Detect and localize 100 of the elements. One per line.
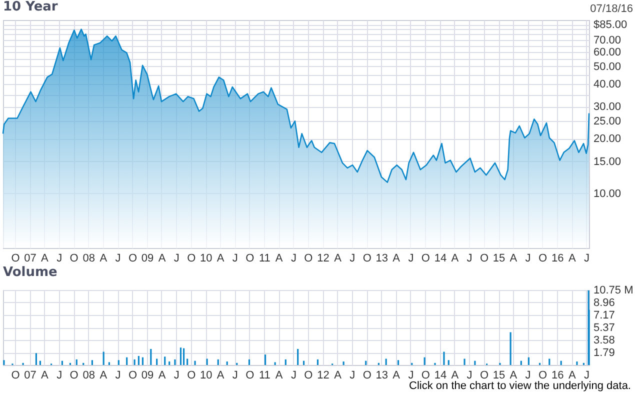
- x-tick-label: O: [538, 252, 548, 264]
- x-tick-label: 09: [141, 252, 154, 264]
- x-tick-label: J: [56, 370, 62, 382]
- x-tick-label: J: [232, 252, 238, 264]
- x-tick-label: J: [350, 370, 356, 382]
- x-tick-label: O: [421, 252, 430, 264]
- y-tick-label: 25.00: [594, 116, 622, 128]
- x-tick-label: 11: [258, 252, 270, 264]
- x-tick-label: A: [392, 370, 401, 382]
- x-tick-label: 07: [24, 252, 36, 264]
- x-tick-label: 12: [317, 252, 330, 264]
- x-tick-label: A: [216, 252, 225, 264]
- x-tick-label: O: [480, 370, 489, 382]
- x-tick-label: A: [334, 370, 342, 382]
- y-tick-label: 70.00: [594, 34, 622, 46]
- y-tick-label: 8.96: [594, 296, 615, 309]
- y-tick-label: 20.00: [594, 133, 622, 146]
- x-tick-label: A: [568, 252, 577, 264]
- x-tick-label: O: [128, 370, 138, 382]
- x-tick-label: J: [408, 252, 414, 264]
- x-tick-label: 08: [82, 252, 95, 264]
- y-tick-label: 1.79: [594, 347, 615, 360]
- x-tick-label: A: [334, 252, 342, 264]
- x-tick-label: O: [421, 370, 430, 382]
- x-tick-label: A: [41, 370, 50, 382]
- y-tick-label: 15.00: [594, 156, 622, 168]
- x-tick-label: J: [584, 252, 590, 264]
- x-tick-label: A: [392, 252, 401, 264]
- x-tick-label: A: [158, 252, 166, 264]
- x-tick-label: J: [290, 370, 296, 382]
- y-tick-label: 30.00: [594, 101, 622, 114]
- y-tick-label: 50.00: [594, 60, 622, 73]
- x-tick-label: 16: [551, 370, 564, 382]
- x-tick-label: A: [216, 370, 225, 382]
- y-tick-label: $85.00: [594, 19, 628, 32]
- x-tick-label: 11: [258, 370, 270, 382]
- chart-title: 10 Year: [3, 0, 58, 15]
- x-tick-label: 14: [434, 252, 447, 264]
- x-tick-label: O: [538, 370, 548, 382]
- x-tick-label: 10: [200, 370, 212, 382]
- x-tick-label: O: [246, 252, 255, 264]
- x-tick-label: O: [11, 370, 20, 382]
- x-tick-label: A: [568, 370, 577, 382]
- x-tick-label: J: [466, 252, 472, 264]
- text: Click on the chart to view the underlying data.: [409, 380, 631, 392]
- x-tick-label: A: [451, 370, 460, 382]
- x-tick-label: 15: [492, 370, 506, 382]
- x-tick-label: J: [525, 370, 531, 382]
- x-tick-label: J: [174, 252, 180, 264]
- x-tick-label: O: [362, 370, 372, 382]
- x-tick-label: A: [100, 252, 108, 264]
- x-tick-label: O: [304, 252, 314, 264]
- x-tick-label: J: [115, 370, 121, 382]
- x-tick-label: A: [41, 252, 50, 264]
- x-tick-label: J: [290, 252, 296, 264]
- text: 07/18/16: [590, 3, 633, 15]
- y-tick-label: 7.17: [594, 309, 615, 322]
- y-tick-label: 60.00: [594, 46, 622, 58]
- x-tick-label: O: [70, 370, 79, 382]
- y-tick-label: 5.37: [594, 322, 615, 334]
- x-tick-label: J: [232, 370, 238, 382]
- x-tick-label: O: [187, 252, 196, 264]
- x-tick-label: J: [525, 252, 531, 264]
- x-tick-label: J: [408, 370, 414, 382]
- x-tick-label: J: [174, 370, 180, 382]
- y-tick-label: 10.00: [594, 188, 622, 200]
- x-tick-label: O: [11, 252, 20, 264]
- y-tick-label: 3.58: [594, 334, 615, 347]
- x-tick-label: J: [350, 252, 356, 264]
- y-tick-label: 40.00: [594, 78, 622, 90]
- x-tick-label: 10: [200, 252, 212, 264]
- chart-title: Volume: [3, 265, 58, 280]
- x-tick-label: 09: [141, 370, 154, 382]
- x-tick-label: O: [70, 252, 79, 264]
- x-tick-label: O: [246, 370, 255, 382]
- x-tick-label: A: [510, 252, 518, 264]
- x-tick-label: O: [304, 370, 314, 382]
- x-tick-label: A: [451, 252, 460, 264]
- x-tick-label: 12: [317, 370, 330, 382]
- x-tick-label: 08: [82, 370, 95, 382]
- x-tick-label: O: [362, 252, 372, 264]
- x-tick-label: 13: [376, 252, 388, 264]
- x-tick-label: J: [584, 370, 590, 382]
- x-tick-label: 07: [24, 370, 36, 382]
- x-tick-label: A: [158, 370, 166, 382]
- x-tick-label: A: [275, 252, 284, 264]
- x-tick-label: 15: [492, 252, 506, 264]
- x-tick-label: A: [100, 370, 108, 382]
- x-tick-label: O: [128, 252, 138, 264]
- x-tick-label: 13: [376, 370, 388, 382]
- x-tick-label: A: [510, 370, 518, 382]
- x-tick-label: J: [56, 252, 62, 264]
- x-tick-label: J: [466, 370, 472, 382]
- x-tick-label: O: [480, 252, 489, 264]
- x-tick-label: A: [275, 370, 284, 382]
- x-tick-label: 16: [551, 252, 564, 264]
- x-tick-label: O: [187, 370, 196, 382]
- x-tick-label: 14: [434, 370, 447, 382]
- x-tick-label: J: [115, 252, 121, 264]
- y-tick-label: 10.75 M: [594, 284, 634, 296]
